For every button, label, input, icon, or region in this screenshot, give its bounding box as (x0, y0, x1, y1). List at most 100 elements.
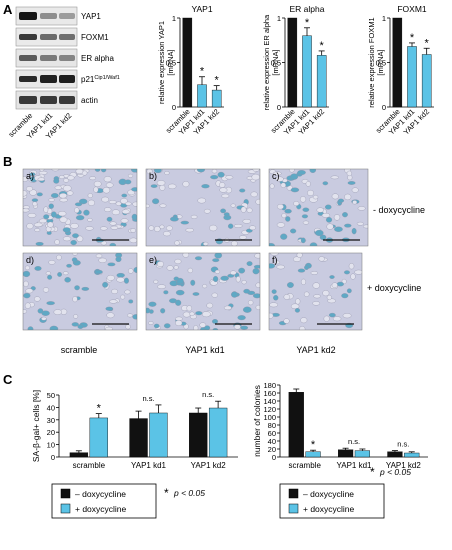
cell (305, 181, 311, 187)
cell (342, 212, 348, 218)
blot-label-er-alpha: ER alpha (81, 54, 114, 63)
cell (316, 207, 324, 213)
cell (187, 267, 193, 274)
sig-star-left: * (164, 486, 169, 500)
cell (196, 169, 205, 173)
cell (170, 216, 179, 222)
cell (120, 218, 129, 224)
cell (123, 277, 129, 284)
cell (42, 287, 50, 293)
cell (312, 282, 320, 289)
y-tick-label: 140 (263, 397, 276, 406)
band-eralpha-kd2 (59, 55, 75, 61)
cell (108, 200, 117, 204)
cell (321, 213, 331, 218)
cell (233, 224, 243, 228)
legend-left-minus-label: – doxycycline (75, 489, 126, 499)
cell (347, 181, 356, 185)
cell (150, 184, 158, 188)
cell (202, 311, 211, 318)
cell (23, 309, 27, 314)
cell (173, 276, 180, 281)
band-foxm1-scramble (19, 34, 37, 40)
significance-star: * (410, 32, 415, 44)
significance-ns: n.s. (202, 390, 214, 399)
cell (31, 198, 39, 202)
panel-label-c: C (3, 372, 13, 387)
cell (120, 294, 126, 300)
cell (252, 293, 260, 299)
cell (59, 198, 68, 203)
blot-label-p21: p21Cip1/Waf1 (81, 75, 120, 84)
legend-left-plus-label: + doxycycline (75, 504, 127, 514)
cell (280, 182, 286, 188)
cell (127, 173, 134, 178)
significance-ns: n.s. (142, 394, 154, 403)
tile-border (22, 168, 138, 247)
significance-note-right: * p < 0.05 (370, 465, 411, 479)
cell (111, 209, 120, 216)
x-tick-label: scramble (73, 461, 106, 470)
cell (24, 302, 31, 309)
cell (74, 285, 80, 291)
legend-left-swatch-plus (60, 503, 71, 514)
x-tick-label: YAP1 kd2 (386, 461, 422, 470)
cell (66, 263, 72, 268)
cell (152, 198, 160, 205)
cell (26, 186, 33, 192)
cell (51, 211, 57, 218)
cell (23, 205, 30, 210)
significance-star: * (215, 75, 220, 87)
cell (332, 316, 342, 322)
cell (351, 187, 359, 193)
cell (293, 201, 300, 206)
chart-title: YAP1 (191, 4, 212, 14)
cell (192, 292, 200, 296)
bar (338, 449, 354, 458)
cell (211, 169, 218, 174)
tile-letter: c) (272, 171, 280, 181)
cell (300, 317, 308, 324)
cell (195, 311, 203, 316)
cell (174, 240, 180, 246)
cell (363, 224, 368, 229)
cell (173, 265, 179, 270)
cell (87, 193, 93, 198)
cell (63, 185, 72, 192)
cell (62, 271, 69, 276)
cell (344, 270, 350, 275)
y-tick-label: 0.5 (271, 59, 281, 68)
y-tick-label: 20 (47, 428, 55, 437)
cell (210, 175, 219, 180)
y-axis-label-unit: [mRNA] (166, 49, 175, 75)
y-tick-label: 30 (47, 416, 55, 425)
cell (295, 298, 301, 305)
microscopy-tile: b) (145, 168, 261, 247)
cell (346, 170, 352, 177)
cell (59, 193, 68, 199)
cell (159, 203, 167, 208)
chart-er-alpha: 0 0.5 1 ER alpha relative expression ER alph… (262, 4, 329, 137)
cell (252, 169, 260, 172)
significance-star: * (305, 17, 310, 29)
cell (35, 242, 44, 246)
bar (302, 35, 312, 108)
cell (276, 222, 286, 228)
western-blot: YAP1 FOXM1 ER alpha p21Cip1/Waf1 actin s… (7, 6, 120, 141)
cell (163, 290, 169, 295)
cell (168, 183, 177, 190)
cell (331, 193, 339, 200)
cell (351, 227, 357, 235)
microscopy-tile: a) (22, 168, 138, 247)
significance-star: * (200, 66, 205, 78)
sig-text-left: p < 0.05 (173, 488, 205, 498)
y-tick-label: 0.5 (166, 59, 176, 68)
cell (190, 279, 196, 286)
cell (77, 324, 84, 329)
cell (159, 224, 165, 230)
cell (315, 229, 324, 237)
cell (299, 196, 307, 203)
cell (48, 203, 54, 209)
cell (148, 225, 155, 231)
cell (34, 228, 41, 232)
